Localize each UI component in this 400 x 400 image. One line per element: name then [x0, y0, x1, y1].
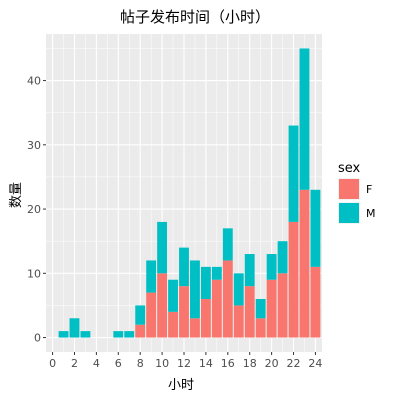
bar-M-1 — [58, 331, 69, 338]
y-axis-title: 数量 — [9, 182, 24, 208]
x-tick-label: 8 — [137, 357, 144, 370]
x-tick-label: 4 — [93, 357, 100, 370]
x-tick-label: 14 — [199, 357, 213, 370]
x-tick-label: 6 — [115, 357, 122, 370]
bar-F-14 — [200, 299, 211, 338]
bar-M-6 — [113, 331, 124, 338]
bar-M-18 — [244, 254, 255, 287]
bar-M-22 — [288, 125, 299, 222]
bar-M-23 — [299, 48, 310, 190]
bar-F-24 — [310, 266, 321, 338]
y-tick-label: 30 — [27, 139, 41, 152]
y-tick-label: 40 — [27, 75, 41, 88]
bar-M-17 — [233, 273, 244, 306]
bar-F-19 — [255, 318, 266, 338]
x-axis-title: 小时 — [168, 378, 194, 393]
bar-F-16 — [222, 260, 233, 338]
legend-label-M: M — [366, 207, 376, 220]
bar-M-11 — [168, 279, 178, 312]
y-tick-label: 20 — [27, 203, 41, 216]
bar-F-8 — [135, 324, 146, 338]
bar-F-15 — [211, 279, 222, 338]
x-tick-label: 18 — [243, 357, 257, 370]
x-tick-label: 2 — [71, 357, 78, 370]
bar-F-23 — [299, 189, 310, 338]
bar-M-14 — [200, 266, 211, 299]
x-tick-label: 0 — [49, 357, 56, 370]
bar-F-12 — [179, 286, 189, 338]
bar-M-20 — [266, 254, 277, 280]
bar-M-3 — [80, 331, 91, 338]
bar-M-15 — [211, 266, 222, 280]
bar-F-22 — [288, 221, 299, 338]
chart-title: 帖子发布时间（小时） — [120, 8, 270, 26]
bar-F-21 — [277, 273, 288, 338]
y-axis: 0 10 20 30 40 — [27, 75, 46, 345]
x-axis: 0 2 4 6 8 10 12 14 16 18 20 22 24 — [49, 352, 322, 370]
bar-M-7 — [124, 331, 135, 338]
x-tick-label: 22 — [287, 357, 301, 370]
bar-M-16 — [222, 228, 233, 261]
x-tick-label: 12 — [177, 357, 191, 370]
x-tick-label: 24 — [308, 357, 322, 370]
bar-M-12 — [179, 247, 189, 287]
x-tick-label: 20 — [265, 357, 279, 370]
legend: sex FM — [338, 161, 376, 224]
bar-F-17 — [233, 305, 244, 338]
bar-M-19 — [255, 299, 266, 319]
bar-F-10 — [157, 273, 168, 338]
bar-M-21 — [277, 241, 288, 274]
legend-key-F — [339, 179, 359, 199]
bar-F-9 — [146, 292, 157, 338]
bar-M-2 — [69, 318, 80, 338]
bar-M-9 — [146, 260, 157, 293]
bar-M-13 — [190, 260, 200, 319]
bar-M-24 — [310, 189, 321, 267]
x-tick-label: 16 — [221, 357, 235, 370]
bar-M-8 — [135, 305, 146, 325]
y-tick-label: 0 — [34, 332, 41, 345]
legend-title: sex — [338, 161, 361, 176]
x-tick-label: 10 — [155, 357, 169, 370]
bar-F-11 — [168, 311, 178, 338]
bar-M-10 — [157, 221, 168, 274]
y-tick-label: 10 — [27, 267, 41, 280]
bar-F-18 — [244, 286, 255, 338]
legend-key-M — [339, 203, 359, 223]
legend-label-F: F — [366, 183, 372, 196]
bar-F-20 — [266, 279, 277, 338]
bar-F-13 — [190, 318, 200, 338]
bars — [58, 48, 321, 338]
